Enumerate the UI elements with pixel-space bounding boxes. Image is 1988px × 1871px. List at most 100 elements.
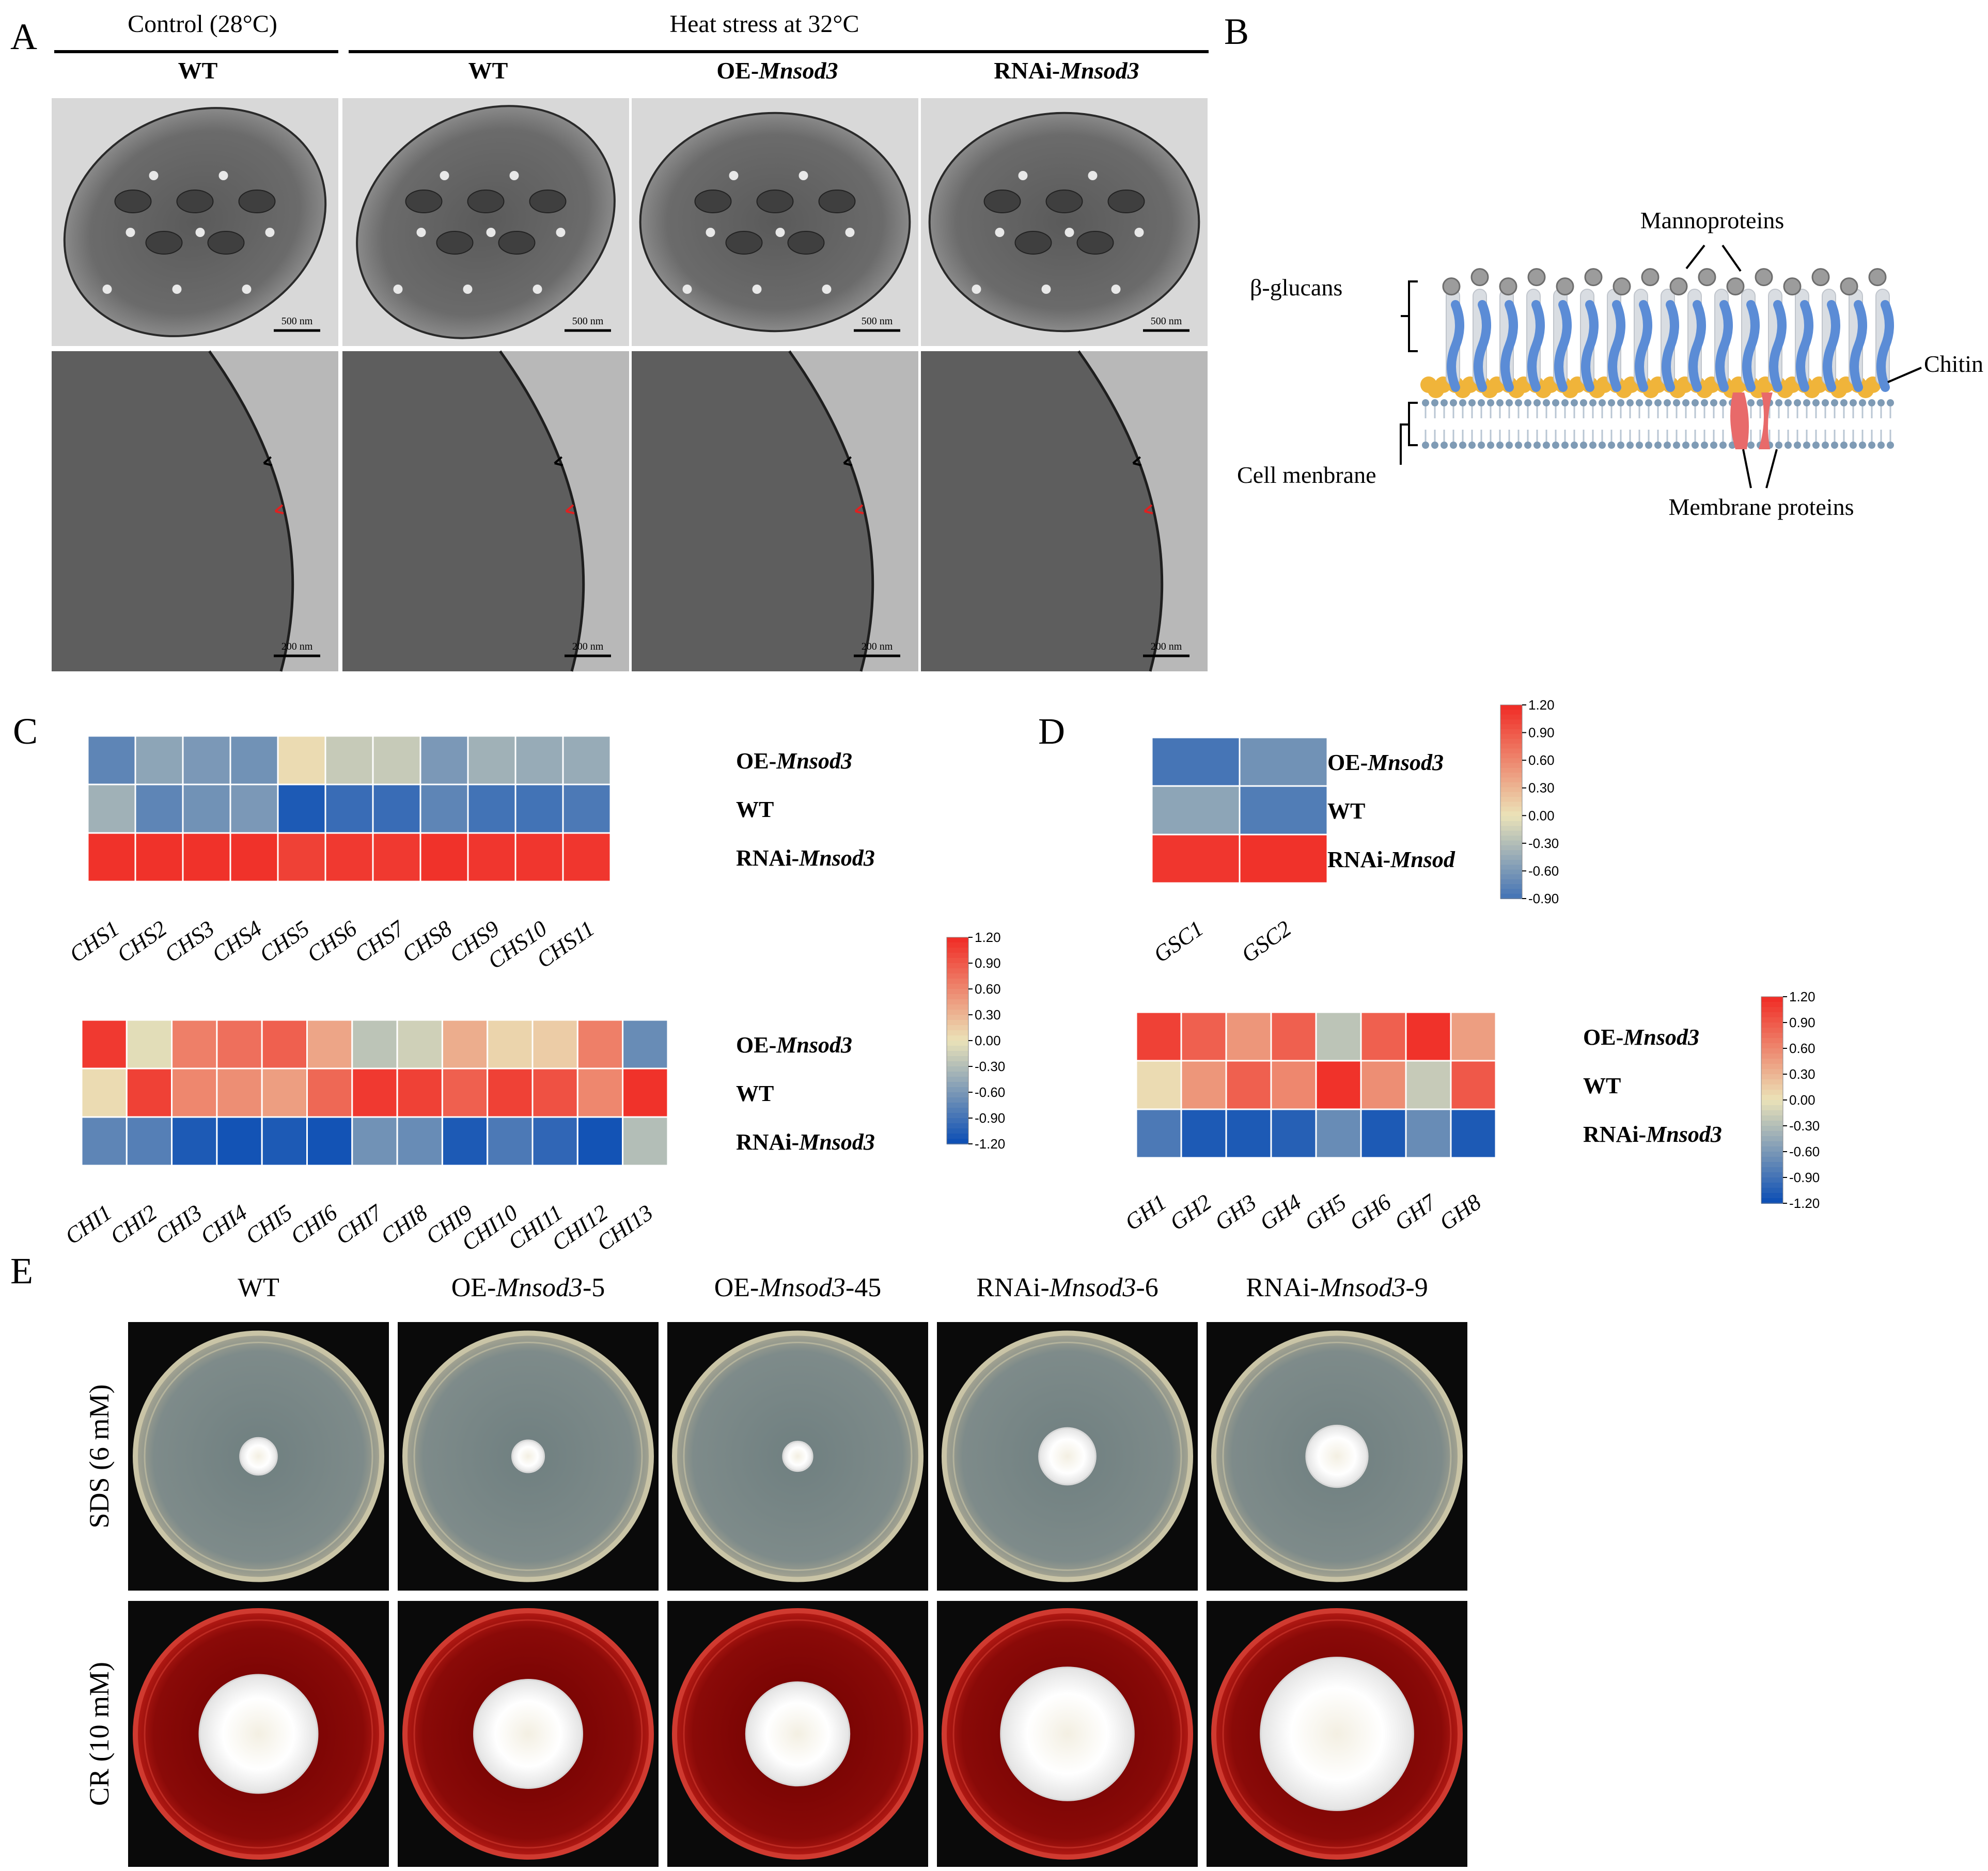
label-part-em: Mnsod3 — [758, 1273, 846, 1302]
scale-bar-label: 500 nm — [281, 316, 313, 327]
panel-e: E WT OE-Mnsod3-5 OE-Mnsod3-45 RNAi-Mnsod3-6… — [10, 1250, 1467, 1867]
label-part-pre: OE- — [716, 57, 759, 84]
scale-tick-label: -0.30 — [975, 1059, 1005, 1074]
cell-wall-diagram — [1420, 268, 1894, 449]
heatmap-cell — [531, 1116, 578, 1167]
heatmap-column-label: GSC2 — [1237, 916, 1296, 967]
heatmap-cell — [441, 1067, 489, 1118]
brace-cell-membrane — [1400, 402, 1418, 465]
heatmap-cell — [467, 783, 516, 834]
heatmap-cell — [134, 735, 184, 785]
panel-d-letter: D — [1038, 711, 1065, 752]
tem-column-header: RNAi-Mnsod3 — [994, 57, 1139, 84]
heatmap-row-label: OE-Mnsod3 — [736, 1032, 852, 1058]
heatmap-cell — [216, 1067, 263, 1118]
scale-tick-label: 0.30 — [975, 1007, 1001, 1023]
heatmap-cell — [467, 832, 516, 883]
heatmap-cell — [562, 783, 612, 834]
heatmap-cell — [306, 1019, 353, 1070]
heatmap-row-label: OE-Mnsod3 — [736, 748, 852, 774]
heatmap-cell — [1360, 1108, 1407, 1159]
label-part-em: Mnsod3 — [1623, 1025, 1699, 1050]
heatmap-column-label: GH6 — [1345, 1189, 1396, 1235]
heatmap-cell — [396, 1019, 443, 1070]
label-part-em: Mnsod3 — [799, 845, 875, 871]
heatmap-cell — [441, 1116, 489, 1167]
scale-tick-label: 0.00 — [975, 1033, 1001, 1048]
heatmap-cell — [306, 1116, 353, 1167]
heatmap-column-label: GH7 — [1390, 1189, 1442, 1235]
heatmap-cell — [1360, 1011, 1407, 1062]
heatmap-cell — [487, 1067, 534, 1118]
scale-tick-label: 1.20 — [975, 930, 1001, 945]
tem-micrograph: 500 nm — [52, 98, 338, 346]
tem-column-header: WT — [468, 57, 508, 84]
heatmap-column-label: CHI6 — [286, 1200, 342, 1249]
scale-tick-label: 0.60 — [1528, 752, 1555, 768]
scale-tick-label: -0.60 — [1528, 863, 1559, 878]
heatmap-cell — [1315, 1011, 1362, 1062]
heatmap-cell — [622, 1067, 669, 1118]
petri-plate — [128, 1601, 389, 1867]
heat-header: Heat stress at 32°C — [669, 10, 859, 38]
scale-tick-label: 0.90 — [1789, 1015, 1815, 1030]
pointer-chitin — [1887, 367, 1922, 383]
label-part-em: Mnsod3 — [495, 1273, 583, 1302]
brace-beta-glucans — [1401, 280, 1418, 352]
petri-plate — [1207, 1322, 1467, 1591]
red-arrow-icon — [1144, 504, 1153, 514]
heatmap-cell — [1270, 1108, 1317, 1159]
heatmap-cell — [351, 1019, 398, 1070]
petri-plate — [398, 1322, 659, 1591]
heatmap-cell — [1135, 1108, 1182, 1159]
heatmap-row-label: RNAi-Mnsod — [1327, 847, 1455, 872]
label-part-post: -6 — [1136, 1273, 1158, 1302]
black-arrow-icon — [554, 456, 563, 466]
heatmap-cell — [229, 832, 279, 883]
heatmap-d-bottom: OE-Mnsod3WTRNAi-Mnsod3GH1GH2GH3GH4GH5GH6… — [1120, 989, 1820, 1235]
heatmap-cell — [1239, 736, 1328, 787]
label-part-pre: RNAi- — [1246, 1273, 1319, 1302]
heatmap-cell — [1225, 1011, 1272, 1062]
heatmap-cell — [277, 832, 326, 883]
petri-plate — [398, 1601, 659, 1867]
heatmap-cell — [372, 783, 421, 834]
tem-micrograph: 200 nm — [52, 350, 338, 672]
control-header: Control (28°C) — [128, 10, 277, 38]
scale-tick-label: 0.90 — [1528, 725, 1555, 741]
fungal-colony — [239, 1437, 278, 1476]
label-part-pre: OE- — [1327, 750, 1368, 775]
heatmap-cell — [1225, 1060, 1272, 1110]
black-arrow-icon — [843, 456, 853, 466]
scale-bar-label: 500 nm — [1151, 316, 1182, 327]
tem-micrograph: 500 nm — [632, 98, 918, 346]
label-part-pre: RNAi- — [976, 1273, 1050, 1302]
label-part-post: -45 — [846, 1273, 881, 1302]
heatmap-cell — [1151, 736, 1241, 787]
scale-tick-label: -0.60 — [1789, 1144, 1820, 1159]
heatmap-cell — [1239, 834, 1328, 884]
heatmap-c-top: OE-Mnsod3WTRNAi-Mnsod3CHS1CHS2CHS3CHS4CH… — [65, 735, 1005, 1152]
heatmap-cell — [1450, 1108, 1497, 1159]
plate-column-header: OE-Mnsod3-45 — [714, 1273, 882, 1302]
heatmap-cell — [261, 1019, 308, 1070]
label-mannoproteins: Mannoproteins — [1640, 207, 1784, 233]
heatmap-cell — [182, 735, 231, 785]
scale-tick-label: -1.20 — [1789, 1196, 1820, 1211]
heatmap-row-label: WT — [736, 1081, 774, 1106]
label-membrane-proteins: Membrane proteins — [1669, 494, 1854, 520]
heatmap-cell — [1151, 785, 1241, 836]
heatmap-cell — [419, 832, 469, 883]
red-arrow-icon — [565, 504, 575, 514]
scale-bar-label: 200 nm — [281, 641, 313, 652]
heatmap-cell — [1270, 1060, 1317, 1110]
heatmap-cell — [1450, 1011, 1497, 1062]
pointer-mannoproteins-1 — [1685, 244, 1705, 270]
label-part-em: Mnsod3 — [1049, 1273, 1136, 1302]
heatmap-cell — [87, 783, 136, 834]
heatmap-cell — [514, 832, 564, 883]
heatmap-cell — [216, 1019, 263, 1070]
heatmap-cell — [229, 783, 279, 834]
tem-micrograph: 500 nm — [342, 98, 629, 346]
plate-column-header: WT — [238, 1273, 279, 1302]
